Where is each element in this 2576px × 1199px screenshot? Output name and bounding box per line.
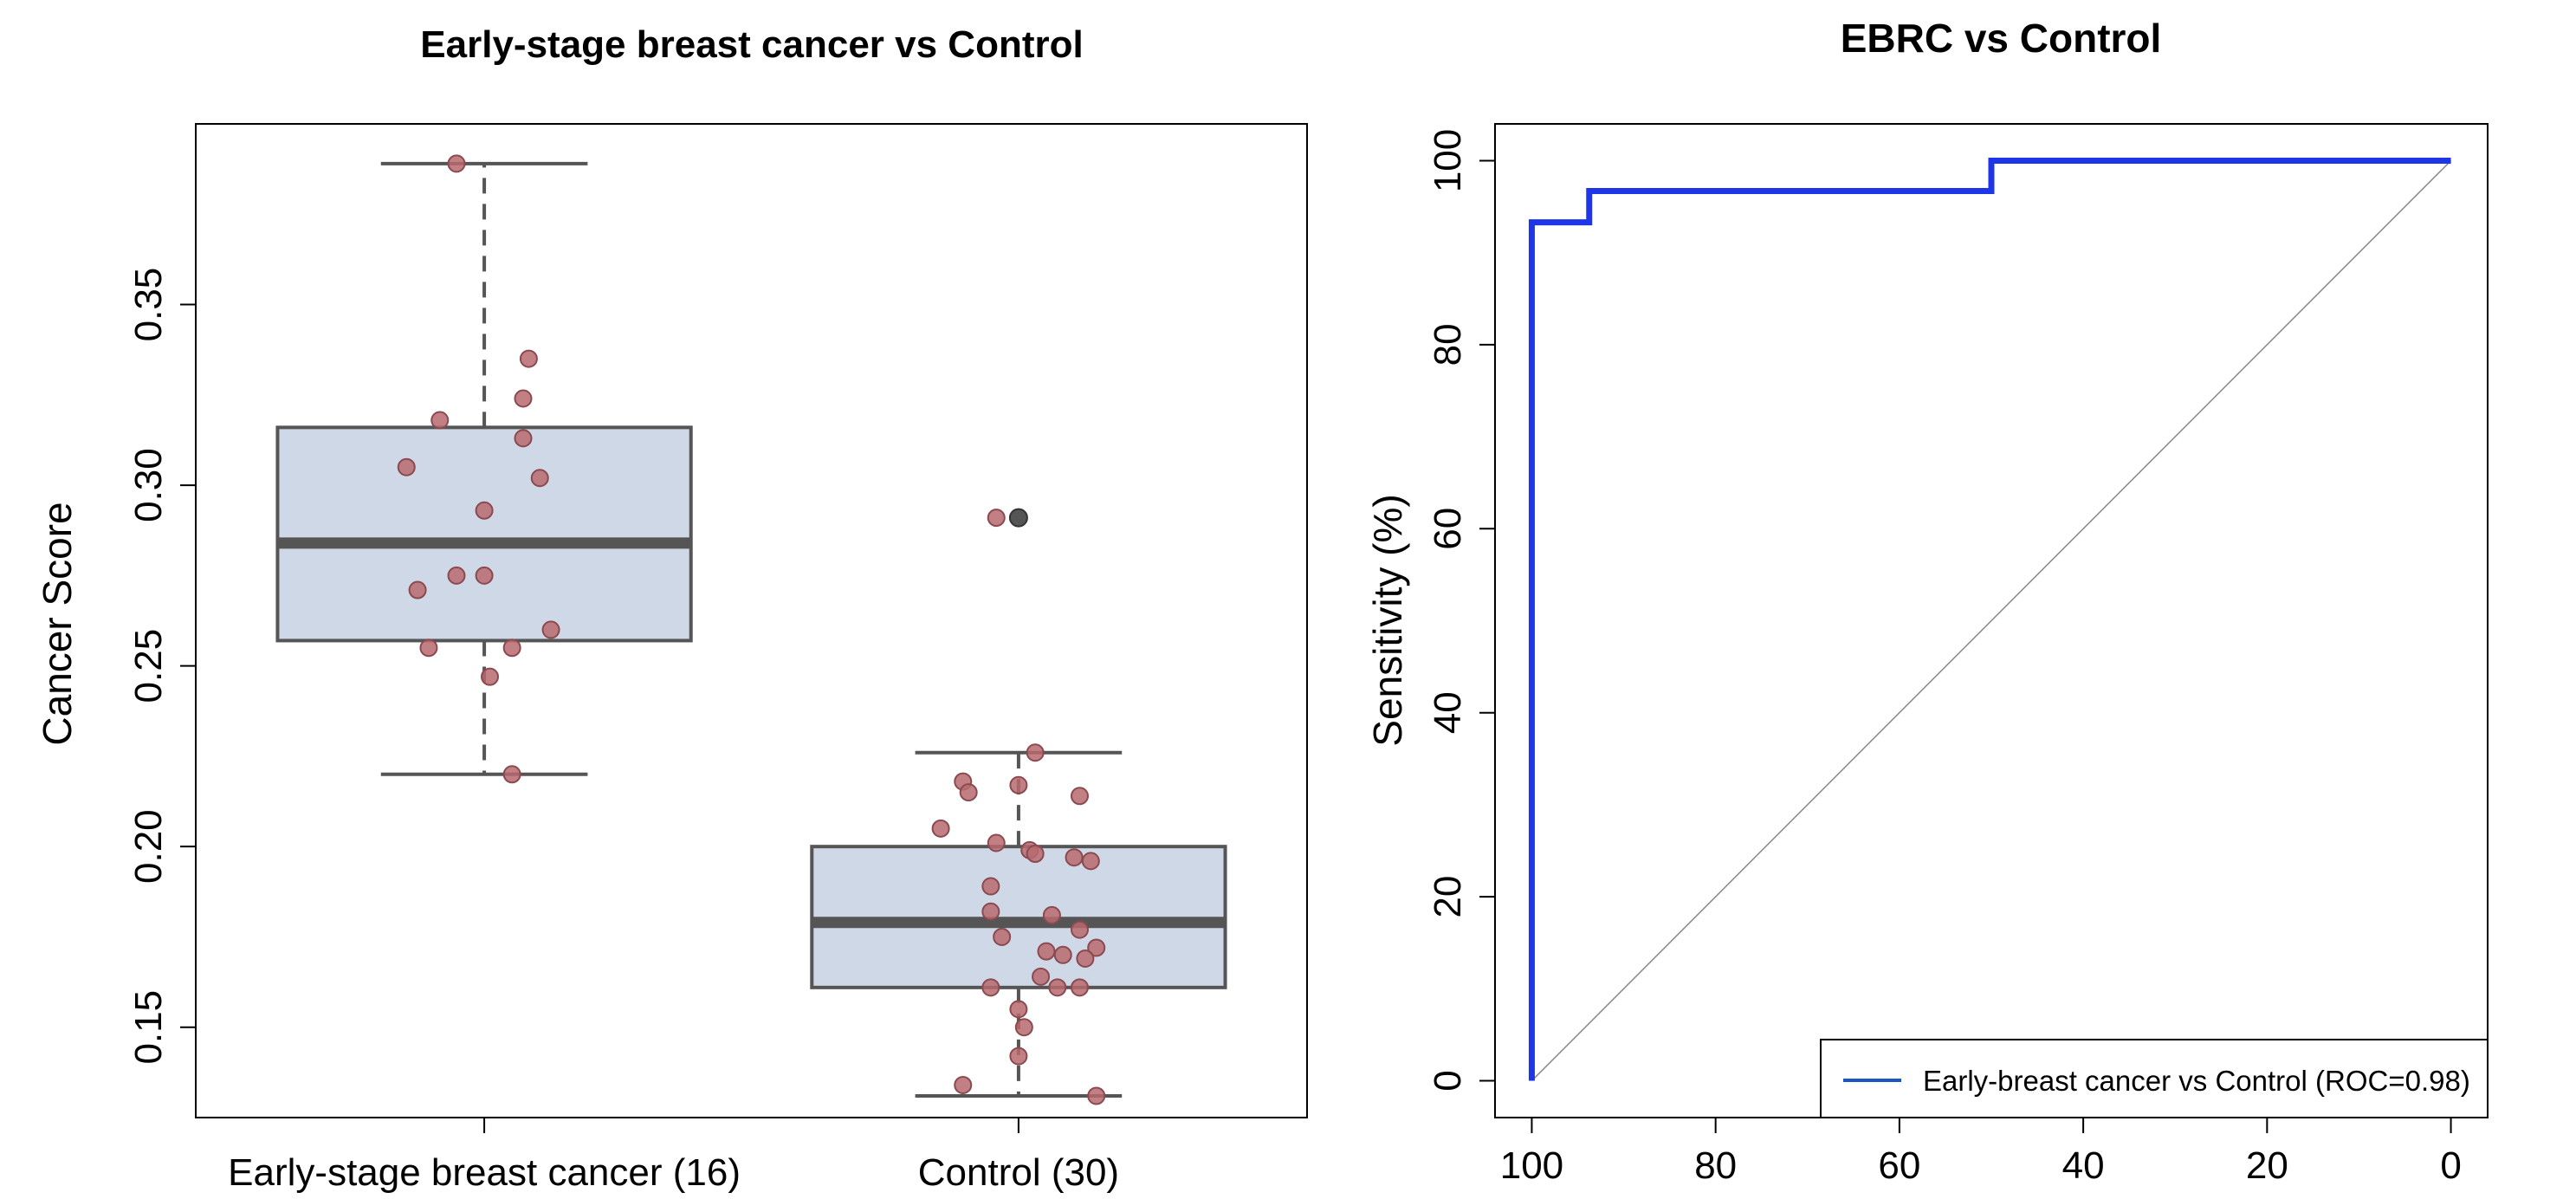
roc-x-tick-label: 80 bbox=[1694, 1144, 1737, 1187]
boxplot-data-point bbox=[1065, 848, 1084, 867]
boxplot-data-point bbox=[1070, 920, 1089, 939]
boxplot-plot-frame bbox=[195, 123, 1308, 1118]
boxplot-data-point bbox=[1076, 949, 1095, 968]
boxplot-y-axis-label: Cancer Score bbox=[35, 502, 80, 745]
boxplot-data-point bbox=[931, 819, 950, 838]
roc-chance-diagonal bbox=[1531, 159, 2452, 1082]
roc-y-axis-label: Sensitivity (%) bbox=[1365, 494, 1410, 746]
roc-x-axis: 100 80 60 40 20 0 bbox=[1500, 1118, 2462, 1187]
boxplot-box bbox=[275, 425, 693, 643]
boxplot-data-point bbox=[397, 457, 416, 476]
boxplot-data-point bbox=[447, 566, 466, 585]
roc-y-tick-label: 40 bbox=[1427, 691, 1469, 734]
boxplot-data-point bbox=[1070, 787, 1089, 806]
boxplot-data-point bbox=[419, 638, 438, 658]
boxplot-data-point bbox=[1087, 1086, 1106, 1105]
boxplot-data-point bbox=[514, 389, 533, 408]
boxplot-x-tick-label: Early-stage breast cancer (16) bbox=[228, 1151, 741, 1194]
roc-x-tick-label: 100 bbox=[1500, 1144, 1563, 1187]
boxplot-data-point bbox=[502, 638, 521, 658]
boxplot-data-point bbox=[1081, 852, 1100, 871]
boxplot-data-point bbox=[1009, 775, 1028, 794]
boxplot-data-point bbox=[987, 509, 1006, 528]
roc-legend-box bbox=[1820, 1039, 2489, 1118]
boxplot-data-point bbox=[408, 580, 427, 600]
boxplot-y-tick-label: 0.20 bbox=[127, 809, 170, 884]
boxplot-data-point bbox=[981, 902, 1000, 921]
boxplot-data-point bbox=[530, 469, 549, 488]
boxplot-panel: Early-stage breast cancer vs Control Can… bbox=[35, 23, 1308, 1194]
boxplot-x-axis: Early-stage breast cancer (16) Control (3… bbox=[228, 1118, 1119, 1194]
roc-curve-line bbox=[1528, 157, 2451, 1081]
boxplot-data-point bbox=[502, 765, 521, 784]
roc-y-tick-label: 60 bbox=[1427, 508, 1469, 550]
roc-x-tick-label: 0 bbox=[2440, 1144, 2461, 1187]
boxplot-data-point bbox=[1026, 743, 1045, 762]
roc-legend-label: Early-breast cancer vs Control (ROC=0.98… bbox=[1923, 1065, 2470, 1097]
boxplot-data-point bbox=[475, 501, 494, 520]
boxplot-data-point bbox=[954, 1075, 973, 1094]
boxplot-data-point bbox=[1042, 905, 1061, 924]
roc-x-tick-label: 20 bbox=[2246, 1144, 2288, 1187]
roc-panel: EBRC vs Control Sensitivity (%) 0 20 40 60 8… bbox=[1365, 16, 2489, 1187]
boxplot-data-point bbox=[1087, 938, 1106, 957]
boxplot-groups bbox=[275, 154, 1227, 1105]
boxplot-y-axis: 0.15 0.20 0.25 0.30 0.35 bbox=[127, 268, 196, 1065]
boxplot-data-point bbox=[1048, 978, 1067, 997]
roc-y-tick-label: 20 bbox=[1427, 876, 1469, 918]
boxplot-y-tick-label: 0.35 bbox=[127, 268, 170, 342]
boxplot-y-tick-label: 0.30 bbox=[127, 448, 170, 522]
boxplot-data-point bbox=[541, 620, 560, 639]
boxplot-y-tick-label: 0.15 bbox=[127, 990, 170, 1065]
boxplot-data-point bbox=[447, 154, 466, 173]
boxplot-data-point bbox=[1070, 978, 1089, 997]
roc-y-tick-label: 100 bbox=[1427, 129, 1469, 192]
roc-x-tick-label: 40 bbox=[2062, 1144, 2105, 1187]
roc-y-tick-label: 80 bbox=[1427, 323, 1469, 366]
boxplot-data-point bbox=[981, 877, 1000, 896]
boxplot-y-tick-label: 0.25 bbox=[127, 629, 170, 703]
roc-title: EBRC vs Control bbox=[1841, 16, 2162, 61]
roc-x-tick-label: 60 bbox=[1878, 1144, 1920, 1187]
boxplot-data-point bbox=[993, 927, 1012, 946]
boxplot-data-point bbox=[1053, 945, 1072, 964]
boxplot-x-tick-label: Control (30) bbox=[918, 1151, 1119, 1194]
boxplot-data-point bbox=[1009, 1047, 1028, 1066]
boxplot-data-point bbox=[514, 429, 533, 448]
roc-legend: Early-breast cancer vs Control (ROC=0.98… bbox=[1820, 1039, 2489, 1118]
boxplot-data-point bbox=[1009, 1000, 1028, 1019]
boxplot-data-point bbox=[1037, 942, 1056, 961]
boxplot-data-point bbox=[475, 566, 494, 585]
boxplot-data-point bbox=[981, 978, 1000, 997]
boxplot-data-point bbox=[1032, 967, 1051, 986]
roc-y-tick-label: 0 bbox=[1427, 1070, 1469, 1091]
boxplot-data-point bbox=[430, 411, 450, 430]
boxplot-data-point bbox=[1026, 845, 1045, 864]
roc-y-axis: 0 20 40 60 80 100 bbox=[1427, 129, 1495, 1092]
boxplot-data-point bbox=[1014, 1018, 1033, 1037]
boxplot-data-point bbox=[519, 349, 538, 368]
boxplot-title: Early-stage breast cancer vs Control bbox=[420, 23, 1083, 66]
boxplot-data-point bbox=[987, 833, 1006, 852]
boxplot-outlier bbox=[1008, 508, 1028, 528]
boxplot-data-point bbox=[959, 783, 978, 802]
boxplot-data-point bbox=[481, 667, 500, 686]
